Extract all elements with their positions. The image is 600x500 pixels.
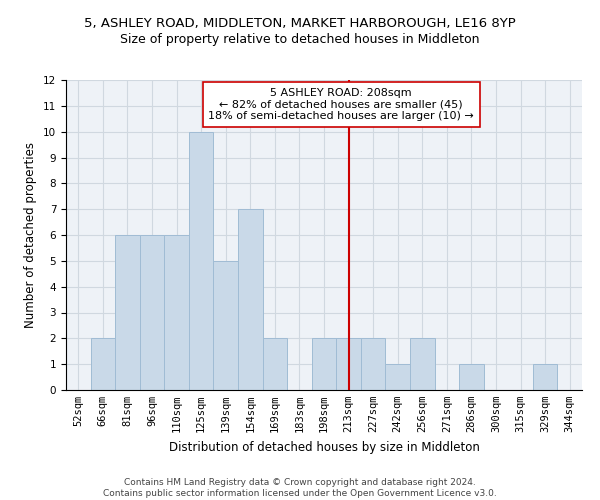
Bar — [410, 338, 434, 390]
Bar — [312, 338, 336, 390]
Bar — [263, 338, 287, 390]
Bar — [336, 338, 361, 390]
Bar — [140, 235, 164, 390]
Bar — [238, 209, 263, 390]
Text: 5 ASHLEY ROAD: 208sqm
← 82% of detached houses are smaller (45)
18% of semi-deta: 5 ASHLEY ROAD: 208sqm ← 82% of detached … — [208, 88, 474, 121]
Bar — [533, 364, 557, 390]
Bar — [189, 132, 214, 390]
Text: Size of property relative to detached houses in Middleton: Size of property relative to detached ho… — [120, 32, 480, 46]
Bar — [115, 235, 140, 390]
Bar — [459, 364, 484, 390]
Y-axis label: Number of detached properties: Number of detached properties — [25, 142, 37, 328]
Bar — [214, 261, 238, 390]
Text: 5, ASHLEY ROAD, MIDDLETON, MARKET HARBOROUGH, LE16 8YP: 5, ASHLEY ROAD, MIDDLETON, MARKET HARBOR… — [84, 18, 516, 30]
Bar — [361, 338, 385, 390]
X-axis label: Distribution of detached houses by size in Middleton: Distribution of detached houses by size … — [169, 440, 479, 454]
Bar — [164, 235, 189, 390]
Bar — [91, 338, 115, 390]
Text: Contains HM Land Registry data © Crown copyright and database right 2024.
Contai: Contains HM Land Registry data © Crown c… — [103, 478, 497, 498]
Bar — [385, 364, 410, 390]
